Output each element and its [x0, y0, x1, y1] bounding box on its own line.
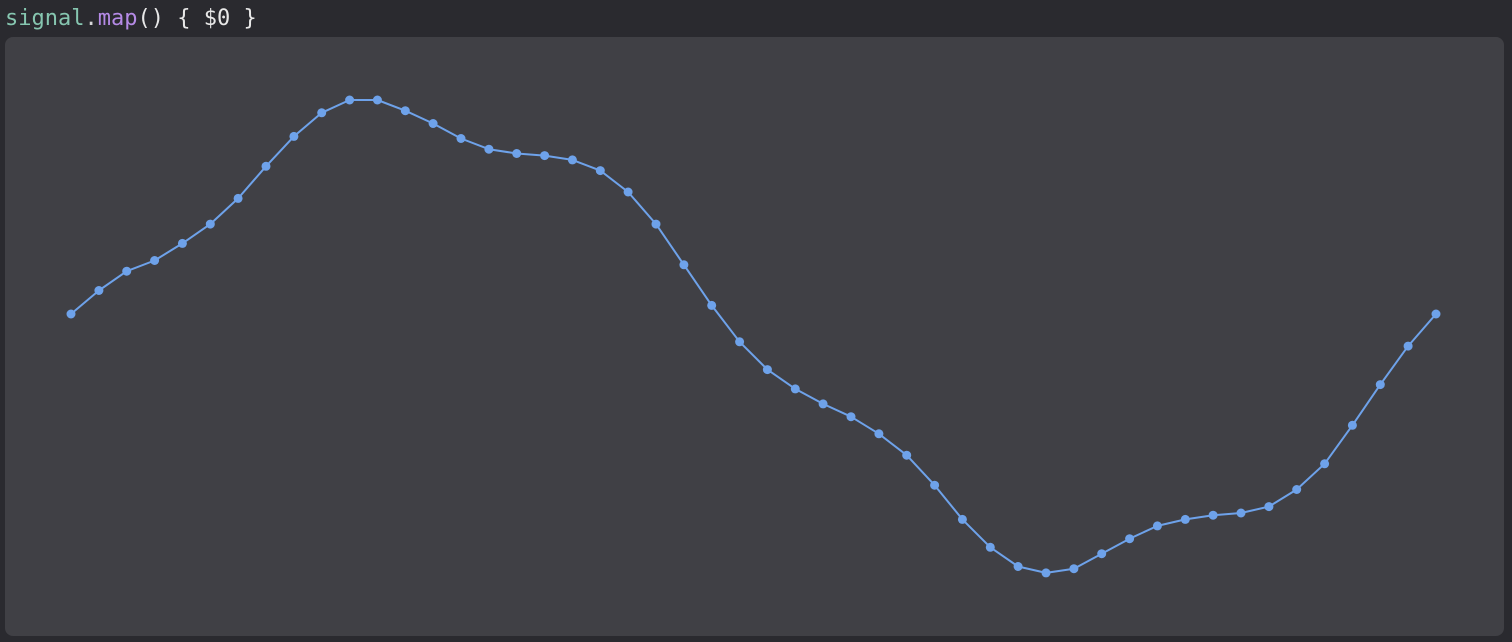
- data-point: [930, 480, 940, 490]
- data-point: [261, 161, 271, 171]
- data-point: [1180, 514, 1190, 524]
- code-method: map: [97, 6, 138, 31]
- signal-plot: [66, 95, 1441, 578]
- data-point: [1236, 508, 1246, 518]
- code-closure: () { $0 }: [137, 6, 257, 31]
- data-point: [790, 384, 800, 394]
- data-point: [846, 412, 856, 422]
- data-point: [456, 134, 466, 143]
- data-point: [567, 155, 577, 165]
- data-point: [818, 399, 828, 409]
- data-point: [902, 450, 912, 460]
- data-point: [1125, 534, 1135, 544]
- data-point: [122, 266, 132, 276]
- data-point: [400, 106, 410, 116]
- data-point: [623, 187, 633, 197]
- data-point: [762, 365, 772, 375]
- data-point: [177, 238, 187, 248]
- signal-line: [70, 99, 1437, 574]
- data-point: [512, 149, 522, 158]
- data-point: [735, 337, 745, 347]
- data-point: [1375, 380, 1385, 390]
- data-point: [66, 309, 76, 319]
- data-point: [1152, 521, 1162, 531]
- data-point: [679, 260, 689, 270]
- data-point: [1264, 502, 1274, 512]
- data-point: [1403, 341, 1413, 351]
- data-point: [957, 514, 967, 524]
- data-point: [205, 219, 215, 229]
- data-point: [1431, 309, 1441, 319]
- data-point: [985, 542, 995, 552]
- data-point: [540, 151, 550, 161]
- data-point: [1208, 510, 1218, 520]
- data-point: [289, 131, 299, 141]
- data-point: [1041, 568, 1051, 578]
- code-receiver: signal: [5, 6, 85, 31]
- data-point: [651, 219, 661, 229]
- data-point: [874, 429, 884, 439]
- data-point: [1097, 549, 1107, 559]
- signal-points: [66, 95, 1441, 578]
- data-point: [1292, 485, 1302, 494]
- data-point: [317, 108, 327, 118]
- code-expression: signal.map() { $0 }: [5, 4, 257, 34]
- data-point: [372, 95, 382, 105]
- data-point: [428, 119, 438, 128]
- data-point: [233, 193, 243, 203]
- data-point: [1013, 562, 1023, 571]
- data-point: [707, 300, 717, 310]
- signal-plot-panel: [5, 37, 1504, 636]
- data-point: [345, 95, 355, 105]
- data-point: [1320, 459, 1330, 469]
- data-point: [484, 144, 494, 154]
- data-point: [595, 166, 605, 176]
- data-point: [150, 256, 160, 265]
- data-point: [94, 286, 104, 295]
- data-point: [1069, 564, 1079, 574]
- data-point: [1347, 420, 1357, 430]
- code-dot: .: [84, 6, 98, 31]
